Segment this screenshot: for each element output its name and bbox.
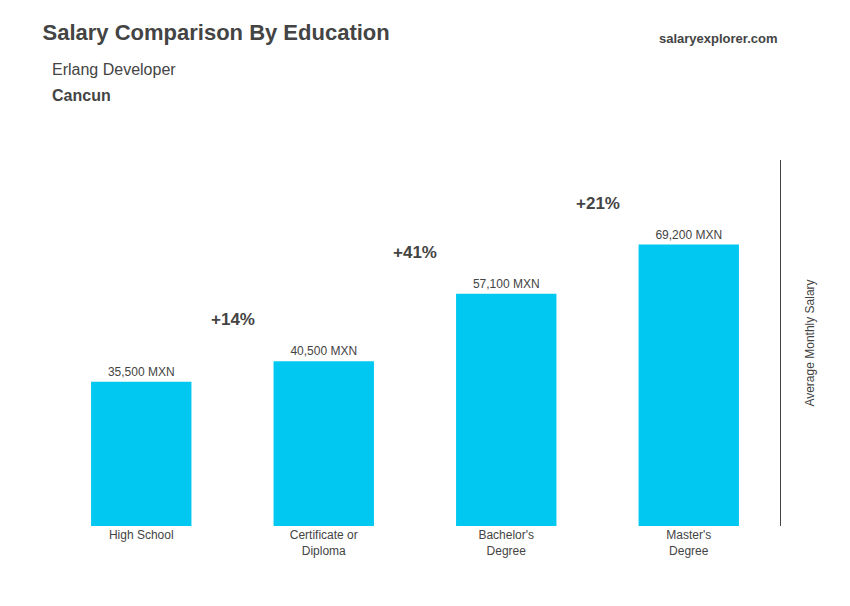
svg-text:Certificate orDiploma: Certificate orDiploma (290, 528, 358, 558)
svg-text:High School: High School (109, 528, 174, 542)
svg-text:salaryexplorer.com: salaryexplorer.com (659, 31, 778, 46)
svg-text:+41%: +41% (393, 243, 437, 262)
svg-text:Salary Comparison By Education: Salary Comparison By Education (43, 20, 390, 45)
svg-text:+14%: +14% (211, 310, 255, 329)
svg-text:35,500 MXN: 35,500 MXN (108, 365, 175, 379)
svg-text:57,100 MXN: 57,100 MXN (473, 277, 540, 291)
svg-text:Erlang Developer: Erlang Developer (52, 61, 176, 78)
svg-text:Bachelor'sDegree: Bachelor'sDegree (478, 528, 534, 558)
svg-text:Average Monthly Salary: Average Monthly Salary (803, 279, 817, 406)
svg-text:+21%: +21% (576, 194, 620, 213)
svg-text:40,500 MXN: 40,500 MXN (290, 344, 357, 358)
svg-text:Master'sDegree: Master'sDegree (666, 528, 711, 558)
svg-text:69,200 MXN: 69,200 MXN (655, 228, 722, 242)
svg-text:Cancun: Cancun (52, 87, 111, 104)
